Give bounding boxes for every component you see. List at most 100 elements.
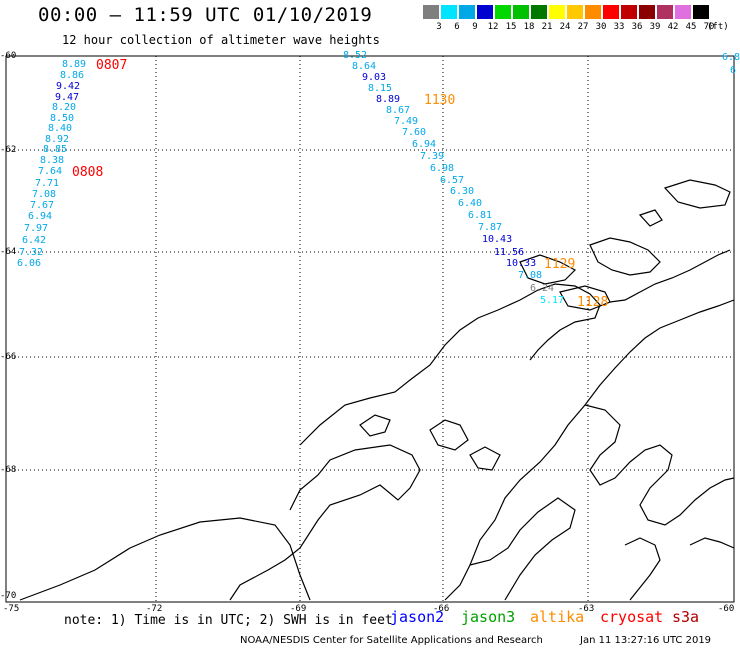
islands-west bbox=[299, 283, 601, 446]
color-scale-label: 70 bbox=[703, 22, 715, 32]
wave-height-value: 6.40 bbox=[458, 198, 483, 209]
wave-height-value: 8.86 bbox=[60, 70, 85, 81]
footer-timestamp: Jan 11 13:27:16 UTC 2019 bbox=[580, 635, 712, 646]
satellite-cryosat: cryosat bbox=[600, 608, 664, 626]
color-swatch bbox=[459, 5, 475, 19]
wave-height-value: 7.60 bbox=[402, 127, 427, 138]
wave-height-value: 9.42 bbox=[56, 81, 81, 92]
lon-label-60: -60 bbox=[718, 604, 735, 614]
wave-height-value: 7.08 bbox=[518, 270, 543, 281]
wave-height-value: 7.08 bbox=[32, 189, 57, 200]
time-label: 1130 bbox=[424, 93, 456, 108]
legend-note: note: 1) Time is in UTC; 2) SWH is in fe… bbox=[64, 613, 393, 628]
coastline bbox=[19, 179, 735, 601]
lat-label-70: -70 bbox=[0, 591, 17, 601]
color-scale-label: 30 bbox=[595, 22, 607, 32]
satellite-s3a: s3a bbox=[672, 608, 700, 626]
color-scale-label: 18 bbox=[523, 22, 535, 32]
wave-height-value: 8.92 bbox=[45, 134, 70, 145]
time-label: 1129 bbox=[544, 257, 576, 272]
color-scale-label: 39 bbox=[649, 22, 661, 32]
island-g bbox=[638, 209, 663, 227]
edge-value: 6.8 bbox=[722, 52, 740, 63]
lon-label-69: -69 bbox=[290, 604, 307, 614]
lat-label-68: -68 bbox=[0, 465, 17, 475]
color-swatch bbox=[585, 5, 601, 19]
color-swatch bbox=[675, 5, 691, 19]
color-swatch bbox=[693, 5, 709, 19]
wave-height-value: 7.87 bbox=[478, 222, 503, 233]
wave-height-value: 8.89 bbox=[376, 94, 401, 105]
wave-height-value: 6.57 bbox=[440, 175, 465, 186]
color-scale-label: 27 bbox=[577, 22, 589, 32]
wave-height-value: 6.24 bbox=[530, 283, 555, 294]
color-scale-label: 33 bbox=[613, 22, 625, 32]
page-title: 00:00 – 11:59 UTC 01/10/2019 bbox=[38, 4, 373, 26]
page-subtitle: 12 hour collection of altimeter wave hei… bbox=[62, 33, 380, 47]
color-scale-label: 24 bbox=[559, 22, 571, 32]
satellite-altika: altika bbox=[530, 608, 585, 626]
wave-height-value: 10.33 bbox=[506, 258, 537, 269]
wave-height-value: 8.38 bbox=[40, 155, 65, 166]
footer-credit: NOAA/NESDIS Center for Satellite Applica… bbox=[240, 635, 543, 646]
wave-height-value: 9.47 bbox=[55, 92, 80, 103]
wave-height-value: 7.67 bbox=[30, 200, 55, 211]
color-scale-label: 36 bbox=[631, 22, 643, 32]
wave-height-value: 8.50 bbox=[50, 113, 75, 124]
peninsula-coast bbox=[19, 517, 311, 601]
mainland-east bbox=[609, 249, 731, 303]
time-label: 1128 bbox=[577, 295, 609, 310]
color-scale-label: 3 bbox=[436, 22, 442, 32]
map-frame bbox=[5, 55, 735, 603]
island-a bbox=[359, 414, 391, 437]
color-swatch bbox=[477, 5, 493, 19]
wave-height-value: 7.39 bbox=[420, 151, 445, 162]
lat-label-64: -64 bbox=[0, 247, 17, 257]
wave-height-value: 6.81 bbox=[468, 210, 493, 221]
wave-height-value: 7.71 bbox=[35, 178, 60, 189]
island-b bbox=[429, 419, 469, 451]
color-swatch bbox=[567, 5, 583, 19]
peninsula-inner-coast bbox=[229, 444, 421, 601]
wave-height-value: 10.43 bbox=[482, 234, 513, 245]
color-scale-unit: (ft) bbox=[707, 22, 729, 32]
coast-inlet-c bbox=[624, 537, 661, 601]
color-swatch bbox=[657, 5, 673, 19]
island-e bbox=[589, 237, 661, 276]
wave-height-value: 6.42 bbox=[22, 235, 47, 246]
wave-height-value: 8.85 bbox=[43, 144, 68, 155]
wave-height-value: 11.56 bbox=[494, 247, 525, 258]
wave-height-value: 8.20 bbox=[52, 102, 77, 113]
wave-height-value: 8.67 bbox=[386, 105, 411, 116]
coast-inlet-b bbox=[584, 404, 735, 526]
lon-label-63: -63 bbox=[578, 604, 595, 614]
wave-height-value: 8.15 bbox=[368, 83, 393, 94]
color-swatch bbox=[423, 5, 439, 19]
wave-height-value: 6.98 bbox=[430, 163, 455, 174]
color-scale-label: 12 bbox=[487, 22, 499, 32]
color-swatch bbox=[513, 5, 529, 19]
wave-height-value: 6.30 bbox=[450, 186, 475, 197]
coast-inlet-d bbox=[689, 537, 735, 549]
island-c bbox=[469, 446, 501, 471]
color-swatch bbox=[621, 5, 637, 19]
color-scale-label: 15 bbox=[505, 22, 517, 32]
lon-label-66: -66 bbox=[433, 604, 450, 614]
wave-height-value: 8.40 bbox=[48, 123, 73, 134]
wave-height-value: 8.64 bbox=[352, 61, 377, 72]
time-label: 0807 bbox=[96, 58, 128, 73]
mainland-south bbox=[444, 299, 735, 601]
lon-label-75: -75 bbox=[3, 604, 20, 614]
color-scale-label: 6 bbox=[454, 22, 460, 32]
wave-height-value: 7.64 bbox=[38, 166, 63, 177]
wave-height-value: 7.32 bbox=[19, 247, 44, 258]
color-scale-label: 9 bbox=[472, 22, 478, 32]
lon-label-72: -72 bbox=[146, 604, 163, 614]
island-f bbox=[663, 179, 731, 209]
wave-height-value: 6.94 bbox=[412, 139, 437, 150]
color-scale-label: 42 bbox=[667, 22, 679, 32]
satellite-jason3: jason3 bbox=[461, 608, 516, 626]
color-swatch bbox=[495, 5, 511, 19]
color-swatch bbox=[603, 5, 619, 19]
